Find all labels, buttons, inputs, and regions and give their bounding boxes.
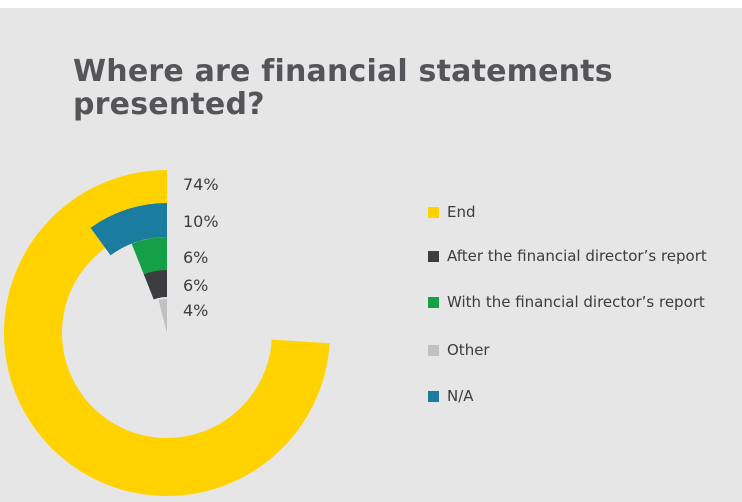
legend-item: End <box>428 202 476 222</box>
ring-segment-with-the-financial-director-s-report <box>131 237 167 276</box>
legend-label: End <box>447 203 476 221</box>
ring-segment-after-the-financial-director-s-report <box>143 270 167 300</box>
legend-label: After the financial director’s report <box>447 247 707 265</box>
chart-title: Where are financial statements presented… <box>73 54 613 122</box>
legend-item: After the financial director’s report <box>428 246 707 266</box>
legend-label: N/A <box>447 387 474 405</box>
data-label: 6% <box>183 248 209 267</box>
legend-swatch <box>428 206 439 218</box>
legend-item: N/A <box>428 386 474 406</box>
legend-item: With the financial director’s report <box>428 292 705 312</box>
data-label: 4% <box>183 301 209 320</box>
data-label: 6% <box>183 276 209 295</box>
data-label: 10% <box>183 212 219 231</box>
data-label: 74% <box>183 175 219 194</box>
legend-swatch <box>428 390 439 402</box>
ring-segment-other <box>158 299 167 333</box>
legend-swatch <box>428 250 439 262</box>
chart-panel <box>0 8 742 502</box>
legend-label: With the financial director’s report <box>447 293 705 311</box>
ring-segment-end <box>3 170 330 497</box>
legend-label: Other <box>447 341 490 359</box>
legend-swatch <box>428 344 439 356</box>
legend-swatch <box>428 296 439 308</box>
legend-item: Other <box>428 340 490 360</box>
ring-segment-n-a <box>90 203 167 256</box>
